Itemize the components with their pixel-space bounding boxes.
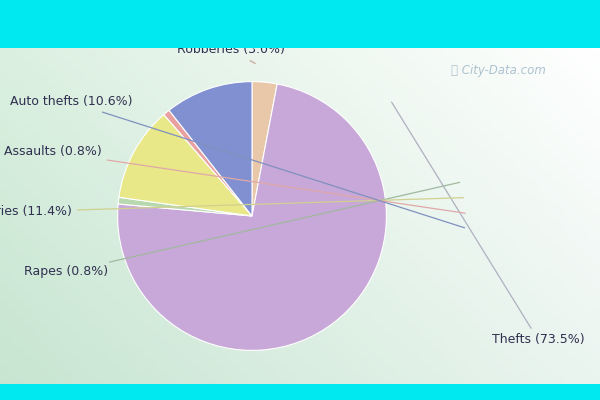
- Text: Assaults (0.8%): Assaults (0.8%): [4, 146, 465, 213]
- Text: Thefts (73.5%): Thefts (73.5%): [392, 102, 584, 346]
- Wedge shape: [169, 82, 252, 216]
- Text: Auto thefts (10.6%): Auto thefts (10.6%): [10, 96, 464, 228]
- Text: Crimes by type - 2012: Crimes by type - 2012: [163, 18, 437, 38]
- Wedge shape: [164, 110, 252, 216]
- Text: Robberies (3.0%): Robberies (3.0%): [177, 44, 285, 64]
- Wedge shape: [118, 197, 252, 216]
- Text: ⓘ City-Data.com: ⓘ City-Data.com: [451, 64, 545, 77]
- Wedge shape: [118, 84, 386, 350]
- Text: Burglaries (11.4%): Burglaries (11.4%): [0, 198, 464, 218]
- Wedge shape: [119, 114, 252, 216]
- Wedge shape: [252, 82, 277, 216]
- Text: Rapes (0.8%): Rapes (0.8%): [24, 182, 460, 278]
